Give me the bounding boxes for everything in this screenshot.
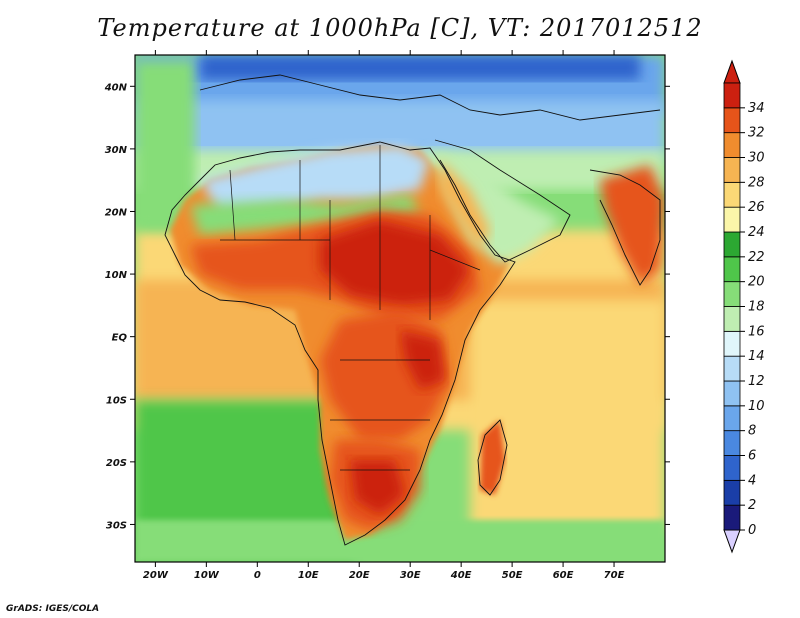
colorbar-label: 16 xyxy=(748,324,765,339)
colorbar-swatch xyxy=(723,355,741,382)
colorbar-label: 22 xyxy=(748,250,765,265)
lat-tick-label: 20N xyxy=(105,207,128,218)
colorbar-label: 24 xyxy=(748,225,765,240)
lon-tick-label: 50E xyxy=(502,570,523,581)
madagascar-coast xyxy=(477,419,508,496)
colorbar-swatch xyxy=(723,82,741,109)
colorbar-swatch xyxy=(723,330,741,357)
lat-tick-label: EQ xyxy=(112,333,128,344)
colorbar-label: 20 xyxy=(748,275,765,290)
lon-tick-label: 70E xyxy=(604,570,625,581)
lon-tick-label: 60E xyxy=(553,570,574,581)
lat-tick-label: 10N xyxy=(105,270,128,281)
colorbar-swatch xyxy=(723,504,741,531)
lon-tick-label: 30E xyxy=(400,570,421,581)
africa-coastline xyxy=(164,141,516,546)
colorbar-label: 28 xyxy=(748,175,765,190)
lon-tick-label: 10W xyxy=(194,570,220,581)
coastlines xyxy=(164,74,661,546)
arabia-coast xyxy=(434,139,571,263)
lat-tick-label: 10S xyxy=(106,395,127,406)
india-warm xyxy=(600,165,665,285)
europe-coast xyxy=(199,74,661,121)
europe-dark xyxy=(200,55,640,80)
colorbar-swatch xyxy=(723,479,741,506)
colorbar-swatch xyxy=(723,430,741,456)
colorbar-swatch xyxy=(723,455,741,481)
country-borders xyxy=(220,145,481,471)
colorbar-swatch xyxy=(723,132,741,158)
sahel-core xyxy=(320,220,470,305)
lon-tick-label: 0 xyxy=(254,570,261,581)
south-core xyxy=(350,460,405,515)
colorbar-label: 18 xyxy=(748,300,765,315)
colorbar-swatch xyxy=(723,231,741,258)
colorbar-swatch xyxy=(723,107,741,134)
colorbar-label: 34 xyxy=(748,101,765,116)
sahara-cool xyxy=(200,145,430,215)
india-coast xyxy=(589,169,661,286)
colorbar-label: 30 xyxy=(748,151,765,166)
lon-tick-label: 20E xyxy=(349,570,370,581)
colorbar-label: 10 xyxy=(748,399,765,414)
map-frame xyxy=(134,54,666,563)
colorbar-label: 0 xyxy=(748,523,756,538)
map-title: Temperature at 1000hPa [C], VT: 20170125… xyxy=(97,14,703,42)
colorbar-label: 2 xyxy=(748,498,756,513)
colorbar-label: 12 xyxy=(748,374,765,389)
sahara-green xyxy=(190,195,420,235)
colorbar-label: 32 xyxy=(748,126,765,141)
colorbar-swatch xyxy=(723,306,741,332)
colorbar-swatch xyxy=(723,256,741,283)
colorbar-over-arrow xyxy=(723,59,741,84)
colorbar-label: 14 xyxy=(748,349,765,364)
axes: 40N 30N 20N 10N EQ 10S 20S 30S 20W 10W 0 10E 20E 30E 4… xyxy=(104,50,670,581)
lat-tick-label: 30N xyxy=(105,145,128,156)
colorbar-swatch xyxy=(723,281,741,307)
lon-tick-label: 40E xyxy=(450,570,472,581)
lat-tick-label: 20S xyxy=(106,458,127,469)
arabia-warm xyxy=(430,150,560,265)
temperature-field xyxy=(135,55,665,562)
ocean-indian xyxy=(470,300,665,530)
colorbar-label: 8 xyxy=(748,424,756,439)
lat-tick-label: 30S xyxy=(106,520,127,531)
colorbar-under-arrow xyxy=(723,529,741,554)
colorbar-label: 4 xyxy=(748,473,756,488)
ocean-far-south xyxy=(135,520,665,562)
colorbar-swatch xyxy=(723,157,741,183)
colorbar-label: 26 xyxy=(748,200,765,215)
madagascar-warm xyxy=(480,420,505,495)
colorbar-swatch xyxy=(723,181,741,208)
lat-tick-label: 40N xyxy=(104,82,128,93)
colorbar-label: 6 xyxy=(748,449,756,464)
colorbar-swatch xyxy=(723,380,741,407)
colorbar-swatch xyxy=(723,206,741,233)
colorbar-swatch xyxy=(723,405,741,432)
grads-credit: GrADS: IGES/COLA xyxy=(6,604,100,614)
lon-tick-label: 10E xyxy=(298,570,319,581)
lon-tick-label: 20W xyxy=(143,570,169,581)
